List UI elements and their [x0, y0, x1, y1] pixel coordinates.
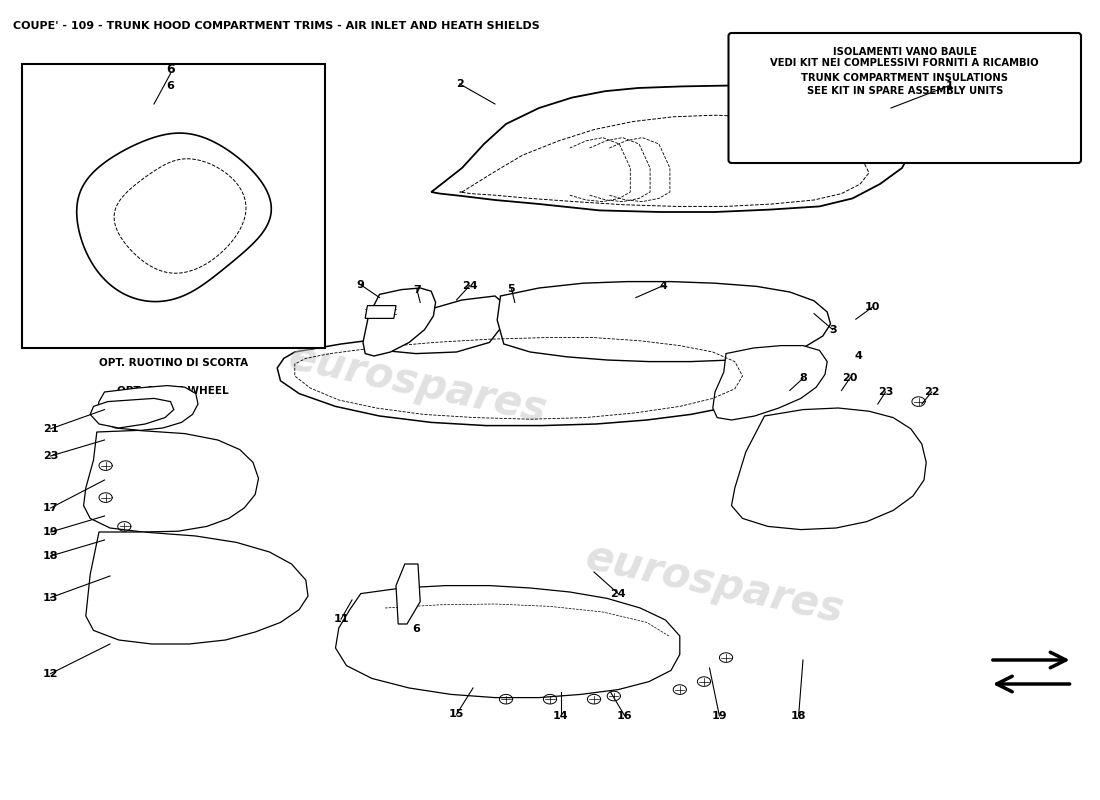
- Text: 15: 15: [449, 710, 464, 719]
- Text: VEDI KIT NEI COMPLESSIVI FORNITI A RICAMBIO: VEDI KIT NEI COMPLESSIVI FORNITI A RICAM…: [770, 58, 1040, 68]
- Text: 11: 11: [333, 614, 349, 624]
- Text: 7: 7: [412, 285, 421, 294]
- Polygon shape: [97, 386, 198, 430]
- Text: 23: 23: [878, 387, 893, 397]
- Text: 10: 10: [865, 302, 880, 312]
- Text: 24: 24: [462, 281, 477, 290]
- Text: 2: 2: [455, 79, 464, 89]
- Polygon shape: [497, 282, 830, 362]
- Text: 22: 22: [924, 387, 939, 397]
- Text: 4: 4: [854, 351, 862, 361]
- Polygon shape: [732, 408, 926, 530]
- Polygon shape: [363, 288, 436, 356]
- Text: 6: 6: [166, 81, 175, 90]
- Text: 23: 23: [43, 451, 58, 461]
- Text: OPT. SPARE WHEEL: OPT. SPARE WHEEL: [118, 386, 229, 397]
- Text: TRUNK COMPARTMENT INSULATIONS: TRUNK COMPARTMENT INSULATIONS: [801, 73, 1009, 83]
- Polygon shape: [365, 306, 396, 318]
- FancyBboxPatch shape: [728, 33, 1081, 163]
- Text: 4: 4: [659, 281, 668, 290]
- Text: eurospares: eurospares: [285, 336, 551, 432]
- Polygon shape: [713, 346, 827, 420]
- Text: 20: 20: [843, 373, 858, 382]
- Text: 16: 16: [617, 711, 632, 721]
- Polygon shape: [77, 133, 272, 302]
- Text: 6: 6: [411, 624, 420, 634]
- Text: 13: 13: [43, 593, 58, 602]
- Text: 18: 18: [791, 711, 806, 721]
- Polygon shape: [431, 86, 913, 212]
- Bar: [22, 64, 324, 348]
- Text: COUPE' - 109 - TRUNK HOOD COMPARTMENT TRIMS - AIR INLET AND HEATH SHIELDS: COUPE' - 109 - TRUNK HOOD COMPARTMENT TR…: [13, 21, 540, 31]
- Text: 8: 8: [799, 374, 807, 383]
- Polygon shape: [396, 564, 420, 624]
- Polygon shape: [277, 328, 794, 426]
- Text: 19: 19: [43, 527, 58, 537]
- Text: 19: 19: [712, 711, 727, 721]
- Text: eurospares: eurospares: [582, 536, 848, 632]
- Text: 12: 12: [43, 669, 58, 678]
- Text: 17: 17: [43, 503, 58, 513]
- Text: ISOLAMENTI VANO BAULE: ISOLAMENTI VANO BAULE: [833, 47, 977, 57]
- Text: SEE KIT IN SPARE ASSEMBLY UNITS: SEE KIT IN SPARE ASSEMBLY UNITS: [806, 86, 1003, 95]
- Text: 5: 5: [508, 284, 515, 294]
- Text: 6: 6: [166, 63, 175, 76]
- Polygon shape: [84, 430, 258, 532]
- Text: 18: 18: [43, 551, 58, 561]
- Text: 9: 9: [356, 280, 365, 290]
- Polygon shape: [90, 398, 174, 428]
- Polygon shape: [86, 532, 308, 644]
- Text: 1: 1: [945, 81, 954, 90]
- Text: 21: 21: [43, 424, 58, 434]
- Text: 3: 3: [829, 325, 836, 334]
- Polygon shape: [376, 296, 506, 354]
- Text: OPT. RUOTINO DI SCORTA: OPT. RUOTINO DI SCORTA: [99, 358, 248, 368]
- Text: 24: 24: [610, 589, 626, 598]
- Text: 14: 14: [553, 711, 569, 721]
- Polygon shape: [336, 586, 680, 698]
